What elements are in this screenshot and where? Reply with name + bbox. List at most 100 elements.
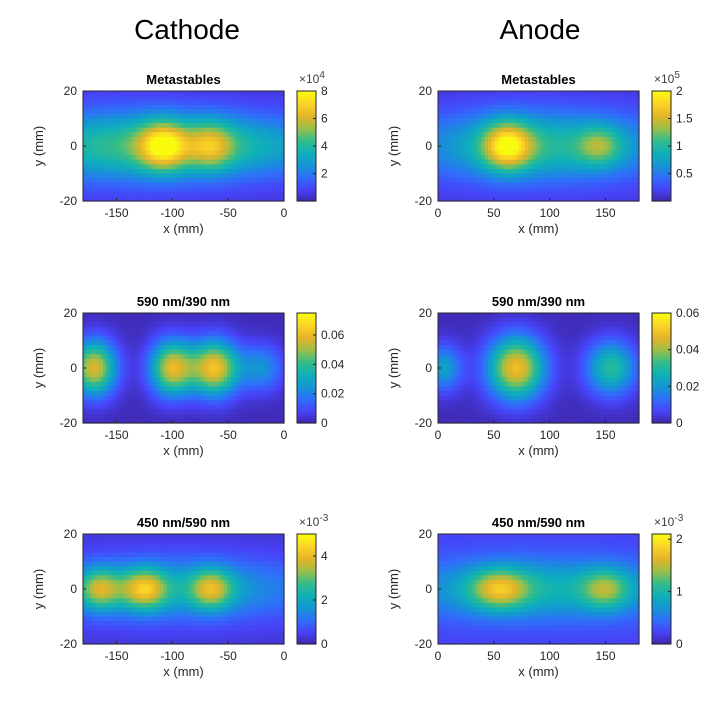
heatmap-cell: [622, 95, 627, 101]
heatmap-cell: [139, 331, 144, 337]
heatmap-cell: [494, 155, 499, 161]
heatmap-cell: [538, 127, 543, 133]
heatmap-cell: [481, 136, 486, 143]
heatmap-cell: [622, 141, 627, 147]
colorbar-segment: [652, 137, 671, 142]
heatmap-cell: [173, 326, 178, 332]
heatmap-cell: [474, 409, 479, 415]
heatmap-cell: [186, 368, 191, 374]
colorbar-segment: [297, 154, 316, 158]
heatmap-cell: [481, 358, 486, 365]
heatmap-cell: [93, 155, 97, 161]
heatmap-cell: [200, 173, 205, 179]
heatmap-cell: [153, 331, 158, 337]
heatmap-cell: [474, 109, 479, 115]
heatmap-cell: [267, 104, 272, 110]
heatmap-cell: [86, 368, 91, 374]
heatmap-cell: [173, 368, 178, 374]
heatmap-cell: [471, 132, 476, 138]
heatmap-cell: [196, 132, 201, 138]
heatmap-cell: [247, 413, 252, 420]
heatmap-cell: [253, 413, 258, 420]
heatmap-cell: [200, 326, 205, 332]
heatmap-cell: [123, 381, 128, 387]
heatmap-cell: [103, 91, 108, 97]
heatmap-cell: [203, 196, 208, 202]
heatmap-cell: [478, 136, 483, 143]
heatmap-cell: [156, 95, 161, 101]
heatmap-cell: [448, 141, 452, 147]
heatmap-cell: [478, 390, 483, 397]
heatmap-cell: [253, 390, 258, 397]
heatmap-cell: [582, 118, 586, 124]
heatmap-cell: [193, 372, 198, 378]
heatmap-cell: [508, 141, 513, 147]
heatmap-cell: [280, 146, 285, 152]
heatmap-cell: [227, 168, 231, 175]
heatmap-cell: [438, 377, 442, 383]
heatmap-cell: [93, 168, 97, 175]
heatmap-cell: [632, 91, 637, 97]
heatmap-cell: [602, 127, 607, 133]
heatmap-cell: [250, 123, 255, 129]
heatmap-cell: [96, 354, 101, 360]
heatmap-cell: [86, 123, 91, 129]
heatmap-cell: [545, 164, 550, 170]
heatmap-cell: [153, 372, 158, 378]
heatmap-cell: [444, 358, 449, 365]
heatmap-cell: [515, 173, 519, 179]
heatmap-cell: [508, 159, 513, 165]
heatmap-cell: [160, 164, 164, 170]
heatmap-cell: [628, 164, 633, 170]
heatmap-cell: [508, 164, 513, 170]
heatmap-cell: [270, 91, 275, 97]
heatmap-cell: [484, 358, 489, 365]
heatmap-cell: [535, 123, 540, 129]
heatmap-cell: [180, 155, 185, 161]
heatmap-cell: [260, 349, 265, 355]
heatmap-cell: [136, 136, 141, 143]
heatmap-cell: [471, 377, 476, 383]
heatmap-cell: [257, 395, 262, 401]
heatmap-cell: [143, 146, 148, 152]
heatmap-cell: [133, 109, 138, 115]
heatmap-cell: [267, 113, 272, 120]
heatmap-cell: [129, 418, 134, 424]
heatmap-cell: [163, 173, 168, 179]
heatmap-cell: [545, 91, 550, 97]
heatmap-cell: [578, 100, 583, 106]
heatmap-cell: [173, 400, 178, 406]
heatmap-cell: [139, 191, 144, 198]
heatmap-cell: [143, 182, 148, 188]
heatmap-cell: [632, 150, 637, 156]
heatmap-cell: [136, 187, 141, 193]
heatmap-cell: [163, 354, 168, 360]
heatmap-cell: [240, 146, 245, 152]
heatmap-cell: [277, 187, 282, 193]
heatmap-cell: [103, 322, 108, 328]
heatmap-cell: [247, 354, 252, 360]
heatmap-cell: [454, 168, 459, 175]
heatmap-cell: [555, 100, 560, 106]
heatmap-cell: [438, 191, 442, 198]
heatmap-cell: [250, 187, 255, 193]
heatmap-cell: [106, 182, 111, 188]
heatmap-cell: [461, 127, 466, 133]
heatmap-cell: [468, 317, 473, 323]
heatmap-cell: [217, 381, 221, 387]
heatmap-cell: [461, 313, 466, 319]
heatmap-cell: [186, 395, 191, 401]
heatmap-cell: [498, 100, 503, 106]
heatmap-cell: [200, 368, 205, 374]
heatmap-cell: [176, 123, 181, 129]
heatmap-cell: [257, 91, 262, 97]
heatmap-cell: [558, 141, 563, 147]
heatmap-cell: [568, 113, 573, 120]
heatmap-cell: [237, 322, 242, 328]
colorbar-segment: [297, 113, 316, 117]
heatmap-cell: [488, 100, 493, 106]
heatmap-cell: [585, 113, 590, 120]
heatmap-cell: [237, 390, 242, 397]
heatmap-cell: [491, 413, 496, 420]
heatmap-cell: [551, 178, 556, 184]
